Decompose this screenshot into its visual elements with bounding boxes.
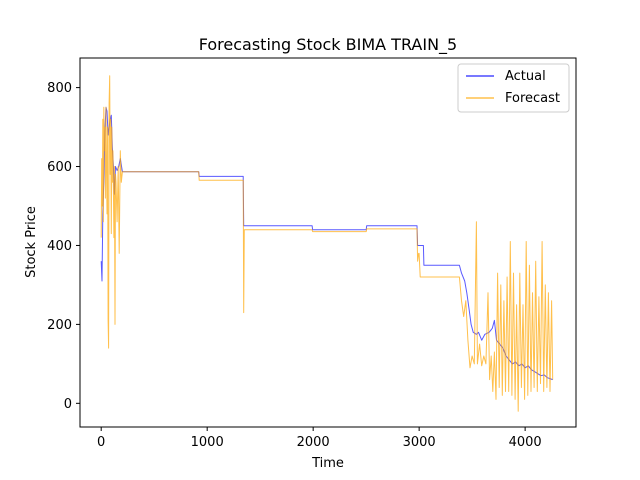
chart-title: Forecasting Stock BIMA TRAIN_5 [199,35,457,55]
x-tick-label: 3000 [403,435,436,450]
legend: Actual Forecast [457,63,570,113]
x-tick-label: 0 [97,435,105,450]
series-layer [100,75,554,412]
x-axis-label: Time [311,456,344,471]
x-tick-label: 4000 [509,435,542,450]
x-tick-label: 1000 [191,435,224,450]
plot-frame [79,57,577,428]
y-axis-ticks: 0 200 400 600 800 [47,81,80,412]
legend-label-forecast: Forecast [505,91,560,106]
x-axis-ticks: 0 1000 2000 3000 4000 [97,427,542,450]
x-tick-label: 2000 [297,435,330,450]
y-tick-label: 600 [47,160,72,175]
legend-label-actual: Actual [505,69,546,84]
y-axis-label: Stock Price [24,206,39,278]
y-tick-label: 200 [47,318,72,333]
y-tick-label: 800 [47,81,72,96]
y-tick-label: 400 [47,239,72,254]
y-tick-label: 0 [64,397,72,412]
series-line-forecast [100,75,554,412]
